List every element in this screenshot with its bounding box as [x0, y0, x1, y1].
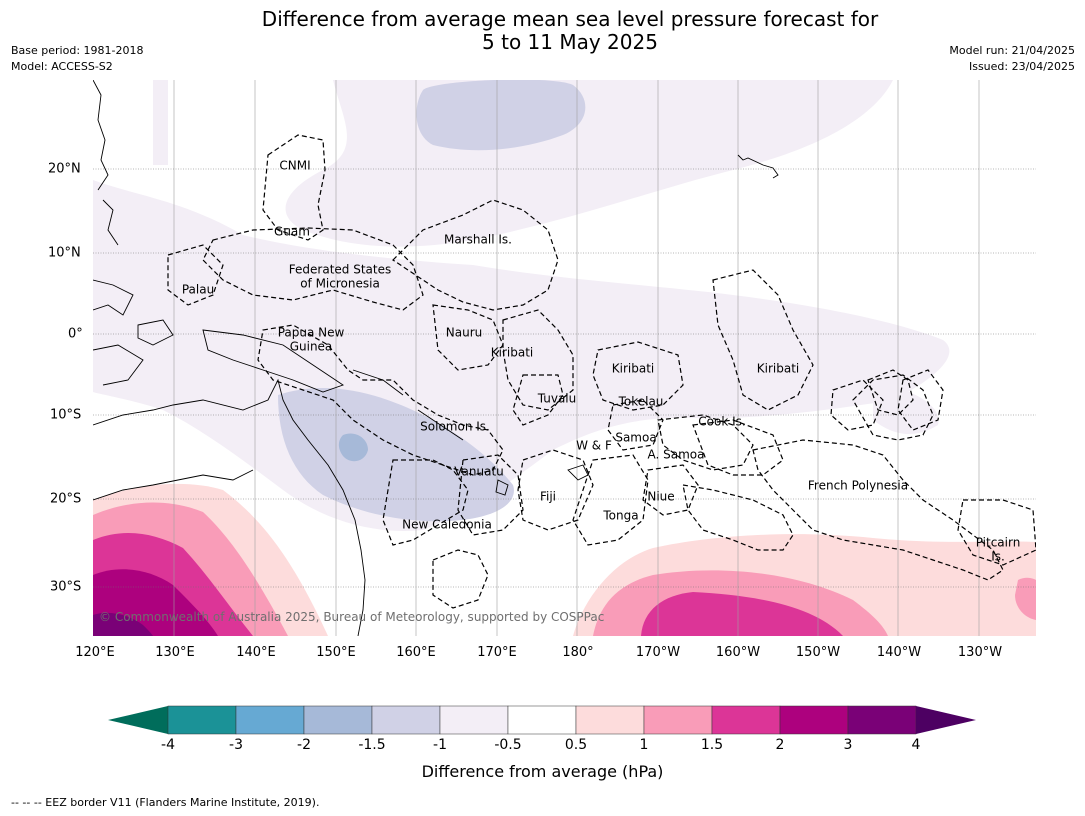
colorbar-bin: [643, 705, 713, 735]
colorbar-tick-label: 0.5: [564, 737, 588, 753]
region-label-palau: Palau: [181, 282, 215, 297]
region-label-solomon-is: Solomon Is.: [420, 419, 490, 434]
lat-tick-label: 20°N: [48, 161, 81, 177]
region-label-wallis-futuna: W & F: [576, 438, 612, 453]
lon-tick-label: 140°W: [876, 645, 922, 660]
eez-borders: [167, 134, 1036, 609]
lat-tick-label: 10°N: [48, 245, 81, 261]
region-label-pitcairn-line1: Pitcairn: [975, 535, 1021, 550]
colorbar-bin: [371, 705, 441, 735]
region-label-samoa: Samoa: [615, 430, 657, 445]
colorbar-tick-label: 1: [639, 737, 649, 753]
colorbar-bin: [235, 705, 305, 735]
colorbar-bin: [711, 705, 781, 735]
meta-left: Base period: 1981-2018 Model: ACCESS-S2: [11, 43, 143, 75]
lat-tick-label: 20°S: [50, 491, 82, 507]
lon-tick-label: 130°E: [155, 645, 195, 660]
eez-footnote: -- -- -- EEZ border V11 (Flanders Marine…: [11, 796, 320, 809]
colorbar-tick-label: -3: [229, 737, 243, 753]
region-label-niue: Niue: [647, 489, 675, 504]
region-label-marshall-is: Marshall Is.: [444, 232, 512, 247]
anomaly-fill-high-west: [93, 483, 328, 636]
model-run: Model run: 21/04/2025: [949, 44, 1075, 57]
map-gridlines: [173, 80, 980, 636]
colorbar-bins: [108, 705, 976, 735]
lon-tick-label: 120°E: [75, 645, 115, 660]
colorbar-bin: [303, 705, 373, 735]
title-line-2: 5 to 11 May 2025: [482, 30, 658, 54]
model-name: Model: ACCESS-S2: [11, 60, 113, 73]
issued-date: Issued: 23/04/2025: [968, 60, 1075, 73]
map-latlines: [93, 168, 1036, 588]
region-label-american-samoa: A. Samoa: [647, 447, 705, 462]
colorbar-bin: [507, 705, 577, 735]
region-label-kiribati-west: Kiribati: [490, 345, 534, 360]
chart-title: Difference from average mean sea level p…: [0, 8, 1085, 54]
colorbar-tick-label: -1.5: [358, 737, 386, 753]
colorbar-bin: [439, 705, 509, 735]
coastlines: [93, 80, 779, 636]
colorbar-tick-label: 4: [911, 737, 921, 753]
colorbar: [108, 705, 976, 735]
lon-tick-label: 150°E: [316, 645, 356, 660]
colorbar-tick-label: -2: [297, 737, 311, 753]
lon-tick-label: 170°W: [635, 645, 681, 660]
lat-tick-label: 10°S: [50, 407, 82, 423]
colorbar-tick-label: -0.5: [494, 737, 522, 753]
region-label-tonga: Tonga: [603, 508, 639, 523]
region-label-guam: Guam: [274, 224, 310, 239]
region-label-tuvalu: Tuvalu: [537, 391, 577, 406]
region-label-nauru: Nauru: [445, 325, 483, 340]
colorbar-title: Difference from average (hPa): [421, 762, 664, 781]
lon-tick-label: 140°E: [236, 645, 276, 660]
colorbar-extend-max: [916, 706, 976, 734]
colorbar-bin: [847, 705, 917, 735]
map-svg: [93, 80, 1036, 636]
colorbar-bin: [779, 705, 849, 735]
colorbar-bin: [167, 705, 237, 735]
anomaly-fill-high-east: [573, 534, 1036, 636]
title-line-1: Difference from average mean sea level p…: [261, 7, 879, 31]
lon-tick-label: 180°: [562, 645, 594, 660]
region-label-vanuatu: Vanuatu: [454, 464, 504, 479]
region-label-fsm-line1: Federated States: [288, 262, 392, 277]
lon-tick-label: 160°E: [396, 645, 436, 660]
lon-tick-label: 150°W: [795, 645, 841, 660]
region-label-fsm-line2: of Micronesia: [300, 276, 380, 291]
colorbar-tick-label: 1.5: [700, 737, 724, 753]
base-period: Base period: 1981-2018: [11, 44, 144, 57]
map-panel: [93, 80, 1036, 636]
colorbar-tick-label: 2: [775, 737, 785, 753]
meta-right: Model run: 21/04/2025 Issued: 23/04/2025: [949, 43, 1075, 75]
region-label-png-line1: Papua New: [277, 325, 345, 340]
region-label-pitcairn-line2: Is.: [991, 549, 1005, 564]
region-label-fiji: Fiji: [539, 489, 557, 504]
region-label-new-caledonia: New Caledonia: [402, 517, 492, 532]
anomaly-fill-moderate-low: [278, 80, 586, 522]
colorbar-tick-label: -1: [433, 737, 447, 753]
lon-tick-label: 130°W: [957, 645, 1003, 660]
region-label-french-polynesia: French Polynesia: [807, 478, 909, 493]
colorbar-bin: [575, 705, 645, 735]
region-label-kiribati-east: Kiribati: [756, 361, 800, 376]
region-label-kiribati-central: Kiribati: [611, 361, 655, 376]
lat-tick-label: 30°S: [50, 579, 82, 595]
colorbar-tick-label: 3: [843, 737, 853, 753]
anomaly-fill-strong-low: [338, 433, 368, 462]
region-label-tokelau: Tokelau: [618, 394, 664, 409]
region-label-cook-is: Cook Is.: [698, 414, 746, 429]
region-label-cnmi: CNMI: [279, 158, 311, 173]
region-label-png-line2: Guinea: [289, 339, 333, 354]
colorbar-tick-label: -4: [161, 737, 175, 753]
lon-tick-label: 170°E: [477, 645, 517, 660]
copyright-notice: © Commonwealth of Australia 2025, Bureau…: [99, 610, 605, 624]
colorbar-extend-min: [108, 706, 168, 734]
lat-tick-label: 0°: [68, 326, 83, 342]
lon-tick-label: 160°W: [715, 645, 761, 660]
